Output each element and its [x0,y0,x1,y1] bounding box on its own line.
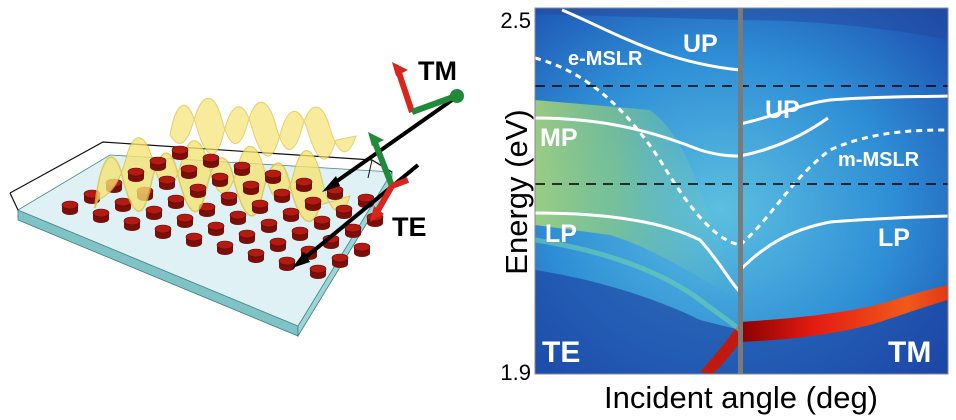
nanoparticle [344,223,362,238]
te-tm-divider [738,8,743,374]
nanoparticle [304,196,322,211]
nanoparticle [202,153,220,168]
nanoparticle [229,210,247,225]
nanoparticle [127,167,145,182]
nanoparticle-array [61,178,371,279]
nanoparticle [211,172,229,187]
nanoparticle [216,240,234,255]
y-tick-bottom: 1.9 [500,360,531,385]
nanoparticle [180,164,198,179]
label-lp-tm: LP [878,224,910,252]
nanoparticle [167,194,185,209]
y-tick-top: 2.5 [500,8,531,33]
sample-schematic: TM TE [9,56,464,338]
label-lp-te: LP [545,220,577,248]
nanoparticle [176,213,194,228]
nanoparticle [269,237,287,252]
y-axis-label: Energy (eV) [499,109,534,274]
outline-edge [9,192,19,211]
label-up-tm: UP [765,96,800,124]
nanoparticle [171,145,189,160]
mp-branch-tm [739,116,829,158]
nanoparticle [123,216,141,231]
lp-branch-tm [738,214,949,272]
nanoparticle [189,183,207,198]
nanoparticle [149,156,167,171]
nanoparticle [61,200,79,215]
nanoparticle [145,205,163,220]
panel-label-tm: TM [888,336,931,369]
panel-label-te: TE [542,336,580,369]
tm-polarization-axes [392,62,464,115]
nanoparticle [273,188,291,203]
nanoparticle [357,193,375,208]
polariton-branches [534,8,949,294]
up-branch-tm [739,94,949,126]
tm-low-branch [740,285,948,342]
nanoparticle [260,218,278,233]
bright-band [535,100,740,300]
dark-region-top [535,8,948,40]
nanoparticle [154,224,172,239]
tm-label: TM [418,56,457,86]
te-low-branch [700,322,740,374]
label-up-te: UP [683,30,718,58]
nanoparticle [278,256,296,271]
mp-branch-te [534,116,741,158]
nanoparticle [233,161,251,176]
nanoparticle [264,169,282,184]
nanoparticle [313,215,331,230]
nanoparticle [114,197,132,212]
nanoparticle [207,221,225,236]
nanoparticle [295,177,313,192]
up-branch-te [561,8,741,72]
te-grazing-band [535,237,742,332]
nanoparticle [158,175,176,190]
nanoparticle [251,199,269,214]
nanoparticle [220,191,238,206]
nanoparticle [242,180,260,195]
outline-edge [367,159,373,179]
e-mslr-line [534,56,741,247]
dark-region [535,270,948,374]
nanoparticle [238,229,256,244]
nanoparticle [291,226,309,241]
m-mslr-line [739,128,949,247]
nanoparticle [331,253,349,268]
label-mp: MP [540,124,578,152]
te-label: TE [392,212,427,242]
dispersion-plot: UP e-MSLR UP MP m-MSLR LP LP TE TM 2.5 1… [499,7,949,415]
plot-frame [534,7,949,375]
x-axis-label: Incident angle (deg) [604,380,878,415]
te-polarization-axes [368,132,410,222]
nanoparticle [92,208,110,223]
nanoparticle [353,242,371,257]
lp-branch-te [534,211,742,294]
nanoparticle [185,232,203,247]
nanoparticle [309,264,327,279]
nanoparticle [247,248,265,263]
label-e-mslr: e-MSLR [568,48,643,70]
label-m-mslr: m-MSLR [838,149,920,171]
nanoparticle [335,204,353,219]
nanoparticle [282,207,300,222]
